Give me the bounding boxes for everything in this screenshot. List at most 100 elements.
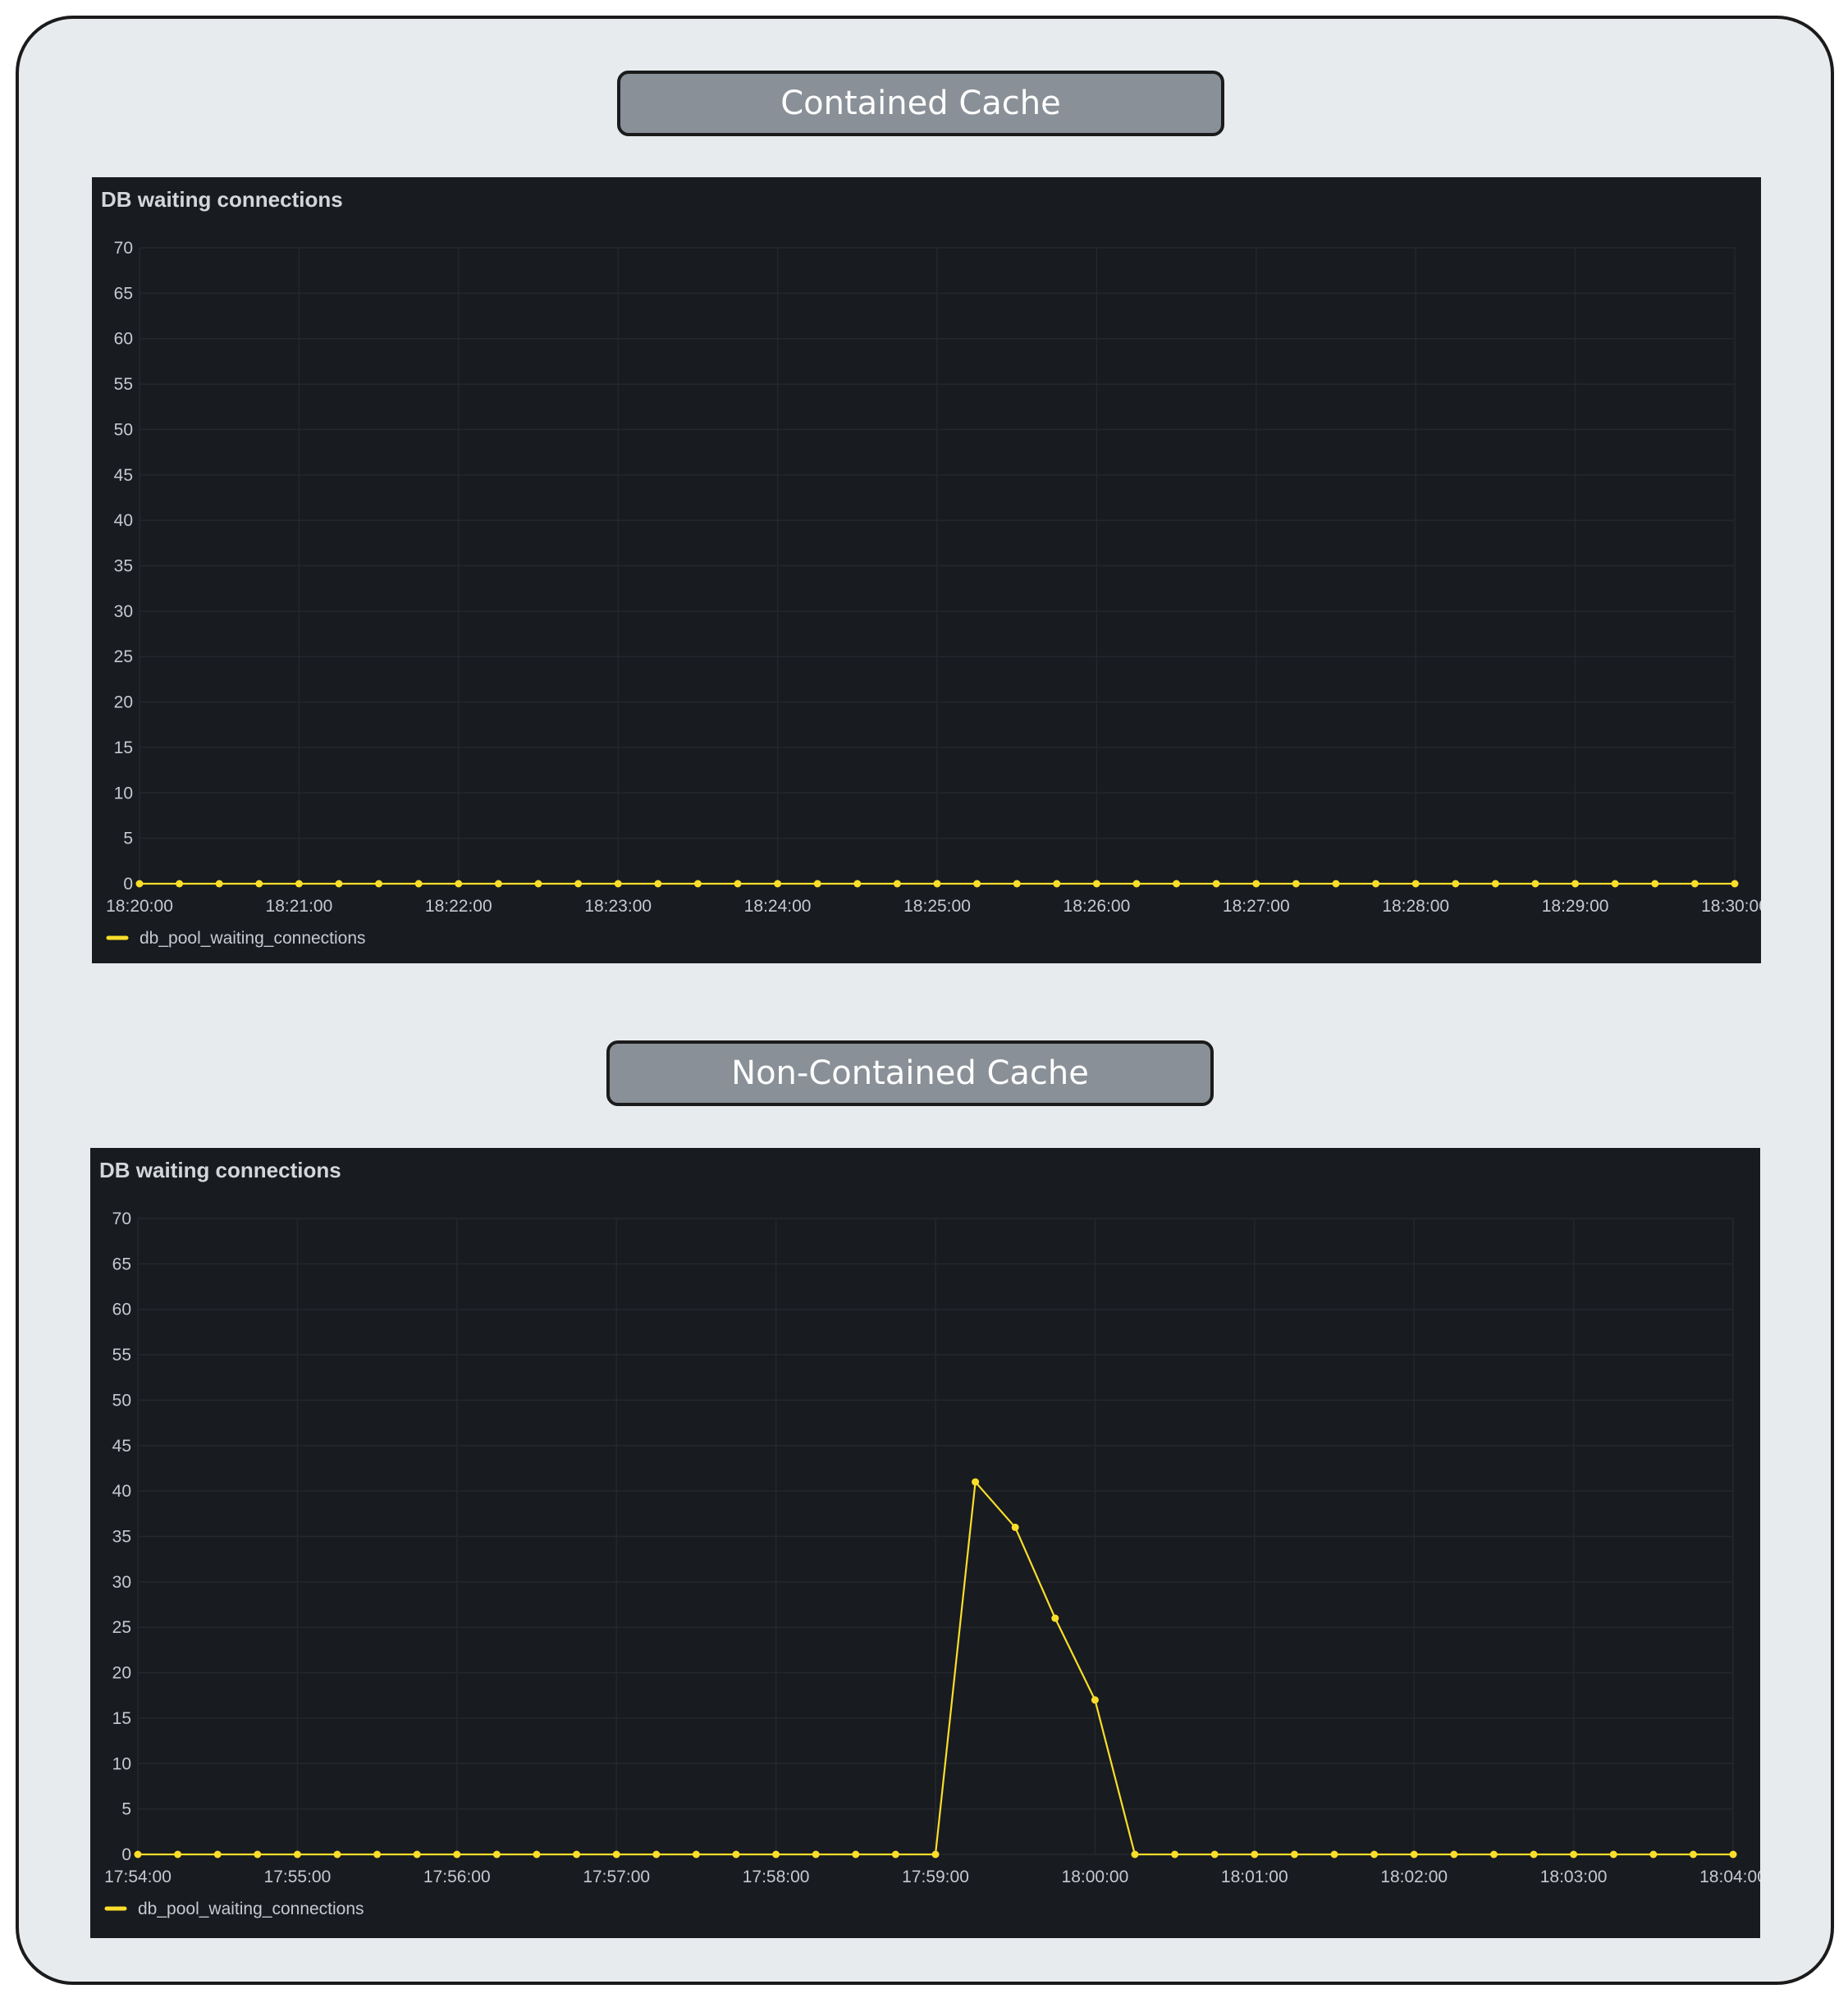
x-tick-label: 17:58:00 — [743, 1868, 810, 1886]
data-point — [1251, 1850, 1259, 1859]
data-point — [1689, 1850, 1697, 1859]
data-point — [1092, 880, 1100, 888]
y-tick-label: 65 — [112, 1255, 131, 1273]
data-point — [1013, 880, 1021, 888]
data-point — [973, 880, 981, 888]
data-point — [1252, 880, 1260, 888]
data-point — [1570, 1850, 1578, 1859]
y-tick-label: 10 — [114, 784, 133, 802]
data-point — [612, 1850, 620, 1859]
data-point — [1410, 1850, 1418, 1859]
y-tick-label: 35 — [114, 557, 133, 576]
data-point — [893, 880, 901, 888]
data-point — [333, 1850, 341, 1859]
data-point — [652, 1850, 661, 1859]
y-tick-label: 70 — [112, 1209, 131, 1228]
data-point — [574, 880, 583, 888]
y-tick-label: 0 — [121, 1845, 131, 1864]
data-point — [135, 880, 144, 888]
data-point — [891, 1850, 899, 1859]
data-point — [1210, 1850, 1219, 1859]
y-tick-label: 5 — [123, 830, 133, 848]
panel-title: DB waiting connections — [101, 187, 343, 212]
data-point — [293, 1850, 301, 1859]
y-tick-label: 30 — [114, 602, 133, 621]
y-tick-label: 50 — [112, 1391, 131, 1410]
data-point — [853, 880, 862, 888]
x-tick-label: 17:54:00 — [104, 1868, 172, 1886]
data-point — [1051, 1614, 1059, 1622]
y-tick-label: 70 — [114, 239, 133, 258]
chart-svg: 0 5 10 15 20 25 30 35 40 45 50 55 60 65 70 18:20:00 18:2… — [106, 239, 1761, 948]
data-point — [254, 1850, 262, 1859]
data-point — [1611, 880, 1619, 888]
x-tick-label: 18:26:00 — [1064, 897, 1131, 916]
x-tick-label: 18:29:00 — [1542, 897, 1609, 916]
data-point — [972, 1478, 980, 1486]
y-tick-label: 10 — [112, 1754, 131, 1773]
y-tick-label: 60 — [112, 1301, 131, 1319]
chart-svg: 0 5 10 15 20 25 30 35 40 45 50 55 60 65 70 17:54:00 17:5… — [104, 1209, 1760, 1918]
data-point — [812, 1850, 820, 1859]
data-point — [1370, 1850, 1379, 1859]
data-point — [1450, 1850, 1458, 1859]
section-header-non-contained-cache: Non-Contained Cache — [606, 1040, 1214, 1106]
data-point — [174, 1850, 182, 1859]
data-point — [1171, 1850, 1179, 1859]
data-point — [413, 1850, 421, 1859]
data-point — [692, 1850, 700, 1859]
data-point — [654, 880, 662, 888]
data-point — [772, 1850, 780, 1859]
data-point — [1173, 880, 1181, 888]
y-tick-label: 20 — [114, 693, 133, 712]
data-point — [933, 880, 941, 888]
data-point — [1132, 880, 1141, 888]
y-tick-label: 20 — [112, 1664, 131, 1683]
data-point — [1131, 1850, 1139, 1859]
y-tick-label: 55 — [112, 1346, 131, 1365]
x-tick-label: 17:59:00 — [902, 1868, 969, 1886]
data-point — [414, 880, 423, 888]
data-point — [533, 1850, 541, 1859]
data-point — [455, 880, 463, 888]
y-tick-label: 0 — [123, 875, 133, 894]
y-tick-label: 25 — [114, 647, 133, 666]
x-tick-label: 17:56:00 — [423, 1868, 491, 1886]
data-point — [1609, 1850, 1617, 1859]
data-point — [494, 880, 502, 888]
data-point — [931, 1850, 940, 1859]
data-point — [1729, 1850, 1737, 1859]
x-tick-label: 18:03:00 — [1540, 1868, 1608, 1886]
x-tick-label: 18:00:00 — [1062, 1868, 1129, 1886]
data-point — [1290, 1850, 1298, 1859]
chart-panel-contained: DB waiting connections 0 5 10 15 20 25 30 35 40 4… — [92, 177, 1761, 963]
section-header-contained-cache: Contained Cache — [617, 71, 1224, 136]
x-tick-label: 18:21:00 — [266, 897, 333, 916]
data-point — [1011, 1523, 1019, 1531]
data-point — [453, 1850, 461, 1859]
y-tick-label: 30 — [112, 1573, 131, 1592]
data-point — [1489, 1850, 1498, 1859]
data-point — [1651, 880, 1659, 888]
data-point — [255, 880, 263, 888]
data-point — [1452, 880, 1460, 888]
x-tick-label: 18:02:00 — [1380, 1868, 1448, 1886]
y-tick-label: 35 — [112, 1528, 131, 1547]
y-tick-label: 60 — [114, 330, 133, 349]
data-point — [1571, 880, 1580, 888]
data-point — [373, 1850, 382, 1859]
data-point — [335, 880, 343, 888]
x-tick-label: 18:30:00 — [1701, 897, 1761, 916]
legend-label: db_pool_waiting_connections — [140, 929, 366, 948]
data-point — [176, 880, 184, 888]
y-tick-label: 5 — [121, 1800, 131, 1819]
y-tick-label: 65 — [114, 284, 133, 303]
data-point — [774, 880, 782, 888]
data-point — [813, 880, 821, 888]
y-tick-label: 50 — [114, 420, 133, 439]
data-point — [1372, 880, 1380, 888]
data-point — [1530, 1850, 1538, 1859]
data-point — [215, 880, 223, 888]
x-tick-label: 17:55:00 — [264, 1868, 332, 1886]
data-point — [1091, 1696, 1099, 1704]
